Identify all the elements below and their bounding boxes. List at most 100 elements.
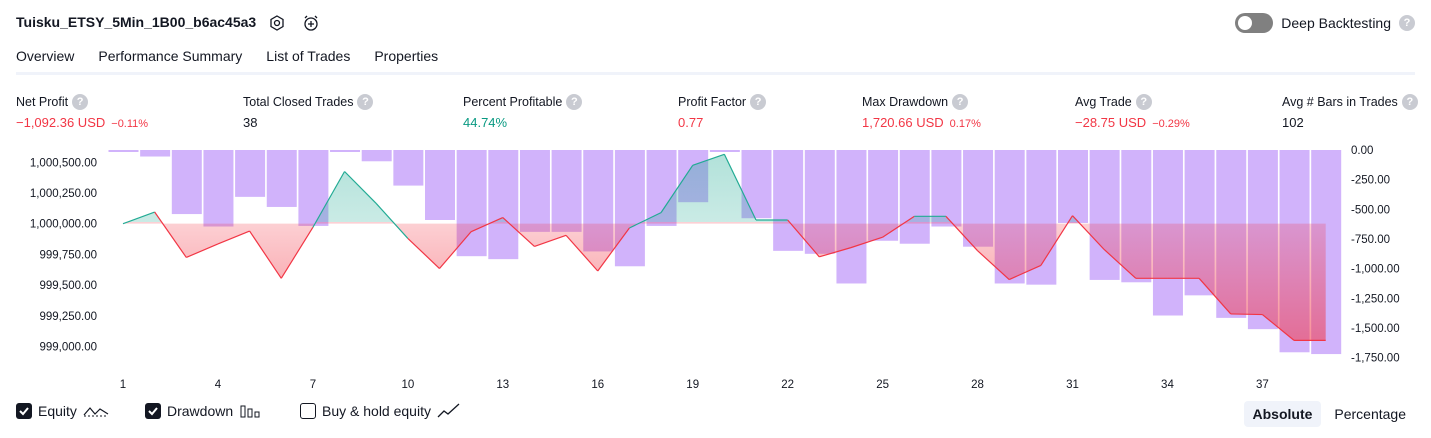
equity-segment xyxy=(534,234,567,247)
help-icon[interactable]: ? xyxy=(1399,15,1415,31)
tab-properties[interactable]: Properties xyxy=(374,48,439,64)
equity-segment xyxy=(439,231,472,269)
left-axis-label: 1,000,000.00 xyxy=(30,219,97,231)
settings-icon[interactable] xyxy=(266,12,288,34)
info-icon[interactable]: ? xyxy=(1401,94,1418,110)
tab-overview[interactable]: Overview xyxy=(16,48,75,75)
drawdown-bar xyxy=(1058,150,1088,223)
view-mode-toggle: Absolute Percentage xyxy=(1243,401,1416,427)
metric-label: Max Drawdown xyxy=(862,95,949,109)
metric-max-drawdown: Max Drawdown? 1,720.66 USD 0.17% xyxy=(862,94,981,130)
metric-percent: −0.11% xyxy=(111,118,149,130)
metric-percent: 0.17% xyxy=(949,118,981,130)
equity-line xyxy=(122,153,1326,341)
x-axis-label: 1 xyxy=(120,379,126,391)
x-axis-label: 22 xyxy=(781,379,794,391)
metric-label: Avg # Bars in Trades xyxy=(1282,95,1398,109)
equity-checkbox[interactable] xyxy=(16,403,32,419)
equity-segment xyxy=(186,243,219,259)
metric-label: Profit Factor xyxy=(678,95,747,109)
absolute-button[interactable]: Absolute xyxy=(1243,401,1322,427)
legend-drawdown[interactable]: Drawdown xyxy=(145,403,261,419)
right-axis-label: 0.00 xyxy=(1351,145,1373,157)
tab-performance-summary[interactable]: Performance Summary xyxy=(98,48,243,64)
info-icon[interactable]: ? xyxy=(566,94,583,110)
metric-value: −28.75 USD xyxy=(1075,115,1147,130)
equity-segment xyxy=(502,217,535,247)
tab-bar: Overview Performance Summary List of Tra… xyxy=(16,48,439,75)
metric-avg-bars-in-trades: Avg # Bars in Trades? 102 xyxy=(1282,94,1418,130)
drawdown-checkbox[interactable] xyxy=(145,403,161,419)
drawdown-bar xyxy=(773,150,804,251)
drawdown-bar xyxy=(836,150,867,284)
legend-equity[interactable]: Equity xyxy=(16,403,109,419)
equity-segment xyxy=(787,219,820,258)
drawdown-bar xyxy=(899,150,930,244)
alarm-add-icon[interactable] xyxy=(300,12,322,34)
left-axis-label: 999,500.00 xyxy=(39,280,97,292)
equity-segment xyxy=(344,171,377,204)
equity-segment xyxy=(375,203,409,239)
equity-segment xyxy=(122,211,155,225)
legend-label: Drawdown xyxy=(167,403,234,419)
metric-value: 38 xyxy=(243,115,258,130)
buy-hold-checkbox[interactable] xyxy=(300,403,316,419)
right-axis-label: -500.00 xyxy=(1351,204,1390,216)
x-axis-label: 25 xyxy=(876,379,889,391)
info-icon[interactable]: ? xyxy=(1135,94,1152,110)
metric-profit-factor: Profit Factor? 0.77 xyxy=(678,94,767,130)
info-icon[interactable]: ? xyxy=(72,94,89,110)
metric-avg-trade: Avg Trade? −28.75 USD −0.29% xyxy=(1075,94,1190,130)
strategy-title: Tuisku_ETSY_5Min_1B00_b6ac45a3 xyxy=(16,14,257,30)
equity-segment xyxy=(1230,313,1263,316)
right-axis-label: -1,000.00 xyxy=(1351,264,1400,276)
drawdown-bar xyxy=(1089,150,1120,280)
metric-total-closed-trades: Total Closed Trades? 38 xyxy=(243,94,374,130)
equity-segment xyxy=(597,227,630,272)
info-icon[interactable]: ? xyxy=(952,94,969,110)
x-axis-label: 16 xyxy=(591,379,604,391)
equity-segment xyxy=(850,236,883,249)
drawdown-bar xyxy=(235,150,266,197)
drawdown-bar xyxy=(171,150,202,215)
metric-label: Total Closed Trades xyxy=(243,95,354,109)
right-axis-label: -750.00 xyxy=(1351,234,1390,246)
drawdown-bar xyxy=(709,150,740,152)
equity-legend-icon xyxy=(83,407,109,417)
deep-backtesting-toggle[interactable] xyxy=(1235,13,1274,33)
equity-segment xyxy=(1103,249,1137,279)
equity-segment xyxy=(629,212,662,229)
drawdown-bar xyxy=(330,150,361,152)
equity-segment xyxy=(565,234,599,272)
equity-segment xyxy=(977,250,1010,281)
metric-value: 0.77 xyxy=(678,115,704,130)
drawdown-bar xyxy=(614,150,645,267)
info-icon[interactable]: ? xyxy=(750,94,767,110)
equity-fill xyxy=(123,154,1326,341)
equity-segment xyxy=(819,247,852,258)
equity-segment xyxy=(660,165,694,213)
x-axis-label: 19 xyxy=(686,379,699,391)
drawdown-bar xyxy=(361,150,392,162)
legend-buy-hold[interactable]: Buy & hold equity xyxy=(300,403,461,419)
equity-segment xyxy=(312,171,346,228)
equity-segment xyxy=(154,211,187,258)
equity-segment xyxy=(1008,264,1042,281)
left-axis-label: 1,000,250.00 xyxy=(30,188,97,200)
tab-list-of-trades[interactable]: List of Trades xyxy=(266,48,351,64)
drawdown-bar xyxy=(108,150,139,152)
right-axis-label: -1,500.00 xyxy=(1351,323,1400,335)
equity-segment xyxy=(692,153,725,166)
percentage-button[interactable]: Percentage xyxy=(1334,406,1406,422)
drawdown-bar xyxy=(266,150,297,207)
info-icon[interactable]: ? xyxy=(357,94,374,110)
equity-segment xyxy=(217,230,250,245)
drawdown-bar xyxy=(519,150,550,232)
equity-fill-above xyxy=(127,154,1079,222)
drawdown-legend-icon xyxy=(240,405,260,418)
equity-fill-below xyxy=(123,222,1326,341)
x-axis-label: 34 xyxy=(1161,379,1174,391)
equity-drawdown-chart: 1,000,500.00 1,000,250.00 1,000,000.00 999,… xyxy=(30,145,1400,391)
x-axis-label: 31 xyxy=(1066,379,1079,391)
x-axis-label: 4 xyxy=(215,379,222,391)
